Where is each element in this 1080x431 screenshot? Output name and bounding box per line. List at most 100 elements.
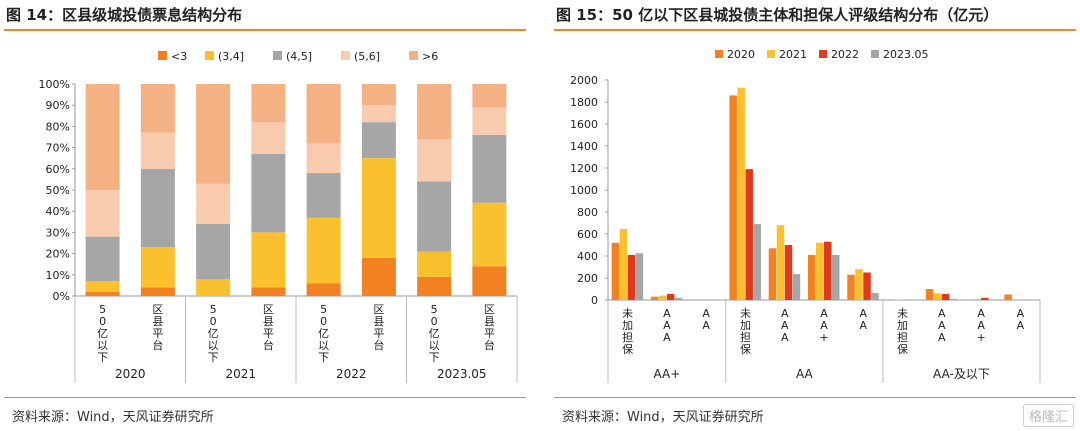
x-category-label: 未加担保 xyxy=(622,307,633,356)
x-category-label: 5 0 亿以下 xyxy=(208,303,219,364)
legend-label: 2022 xyxy=(831,48,859,61)
y-tick-label: 1600 xyxy=(570,118,598,131)
bar xyxy=(658,295,667,300)
stacked-bar-segment xyxy=(472,266,507,296)
bar xyxy=(925,289,934,300)
legend-label: (3,4] xyxy=(218,50,244,63)
x-category-label: 未加担保 xyxy=(740,307,751,356)
y-tick-label: 1400 xyxy=(570,140,598,153)
bar xyxy=(627,254,636,300)
right-source-note: 资料来源：Wind，天风证券研究所 xyxy=(562,410,764,425)
bar xyxy=(784,245,793,300)
x-group-label: AA-及以下 xyxy=(933,367,990,381)
stacked-bar-segment xyxy=(417,84,452,140)
x-category-label: 未加担保 xyxy=(897,307,908,356)
y-tick-label: 40% xyxy=(46,205,70,218)
legend-label: (4,5] xyxy=(286,50,312,63)
x-category-label: A A + xyxy=(819,307,828,344)
legend-swatch xyxy=(409,51,418,60)
stacked-bar-segment xyxy=(85,291,120,296)
y-tick-label: 800 xyxy=(577,206,598,219)
x-group-label: 2021 xyxy=(225,367,256,381)
x-category-label: A A + xyxy=(976,307,985,344)
stacked-bar-segment xyxy=(361,84,396,106)
stacked-bar-segment xyxy=(85,190,120,237)
stacked-bar-segment xyxy=(251,153,286,233)
bar xyxy=(737,87,745,300)
y-tick-label: 80% xyxy=(46,120,70,133)
legend-label: >6 xyxy=(422,50,438,63)
legend-label: 2020 xyxy=(727,48,755,61)
x-category-label: 区县平台 xyxy=(152,303,163,352)
y-tick-label: 0% xyxy=(53,290,70,303)
bar xyxy=(768,248,777,300)
x-group-label: AA xyxy=(796,367,814,381)
stacked-bar-segment xyxy=(251,287,286,296)
stacked-bar-segment xyxy=(417,139,452,182)
stacked-bar-segment xyxy=(196,223,231,280)
x-category-label: 5 0 亿以下 xyxy=(429,303,440,364)
y-tick-label: 200 xyxy=(577,272,598,285)
legend-swatch xyxy=(767,50,775,58)
right-grouped-bar-chart: 2020 2021 2022 2023.05 0 200 400 600 800 1000 1200… xyxy=(570,48,1041,383)
y-tick-label: 400 xyxy=(577,250,598,263)
x-category-label: 区县平台 xyxy=(484,303,495,352)
bar xyxy=(753,224,761,300)
legend-label: 2021 xyxy=(779,48,807,61)
y-tick-label: 90% xyxy=(46,99,70,112)
stacked-bar-segment xyxy=(306,143,341,174)
stacked-bar-segment xyxy=(85,236,120,282)
bar xyxy=(973,298,981,300)
stacked-bar-segment xyxy=(472,134,507,203)
bar xyxy=(863,272,871,300)
y-tick-label: 1200 xyxy=(570,162,598,175)
right-bottom-rule xyxy=(554,397,1076,398)
x-group-label: 2020 xyxy=(115,367,146,381)
stacked-bar-segment xyxy=(140,132,175,169)
left-source-note: 资料来源：Wind，天风证券研究所 xyxy=(12,410,214,425)
legend-swatch xyxy=(273,51,282,60)
bar xyxy=(941,293,950,300)
x-group-label: 2023.05 xyxy=(437,367,487,381)
bar xyxy=(832,254,840,300)
bar xyxy=(666,293,675,300)
legend-label: <3 xyxy=(171,50,187,63)
stacked-bar-segment xyxy=(417,251,452,277)
bar xyxy=(792,274,801,300)
x-category-label: 区县平台 xyxy=(373,303,384,352)
y-tick-label: 50% xyxy=(46,184,70,197)
stacked-bar-segment xyxy=(196,183,231,224)
bar xyxy=(886,299,895,300)
bar xyxy=(714,299,722,300)
stacked-bar-segment xyxy=(140,168,175,248)
bar xyxy=(933,293,942,300)
bar xyxy=(611,242,620,300)
legend-swatch xyxy=(205,51,214,60)
watermark-logo: 格隆汇 xyxy=(1022,404,1074,427)
x-category-label: 5 0 亿以下 xyxy=(318,303,329,364)
x-category-label: 5 0 亿以下 xyxy=(97,303,108,364)
bar xyxy=(894,299,903,300)
legend-swatch xyxy=(871,50,879,58)
bar xyxy=(776,225,785,300)
y-tick-label: 30% xyxy=(46,226,70,239)
stacked-bar-segment xyxy=(140,287,175,296)
left-chart-panel: 图 14：区县级城投债票息结构分布 <3 (3,4] (4,5] (5,6] >6 0% 1… xyxy=(0,0,530,431)
legend-label: 2023.05 xyxy=(883,48,929,61)
stacked-bar-segment xyxy=(85,281,120,292)
right-chart-panel: 图 15：50 亿以下区县城投债主体和担保人评级结构分布（亿元） 2020 202… xyxy=(550,0,1080,431)
bar xyxy=(650,296,659,300)
bar xyxy=(871,292,879,300)
bar xyxy=(1004,294,1012,300)
stacked-bar-segment xyxy=(361,105,396,123)
stacked-bar-segment xyxy=(472,84,507,108)
bar xyxy=(619,229,628,300)
right-chart-title: 图 15：50 亿以下区县城投债主体和担保人评级结构分布（亿元） xyxy=(556,6,999,24)
y-tick-label: 1800 xyxy=(570,96,598,109)
